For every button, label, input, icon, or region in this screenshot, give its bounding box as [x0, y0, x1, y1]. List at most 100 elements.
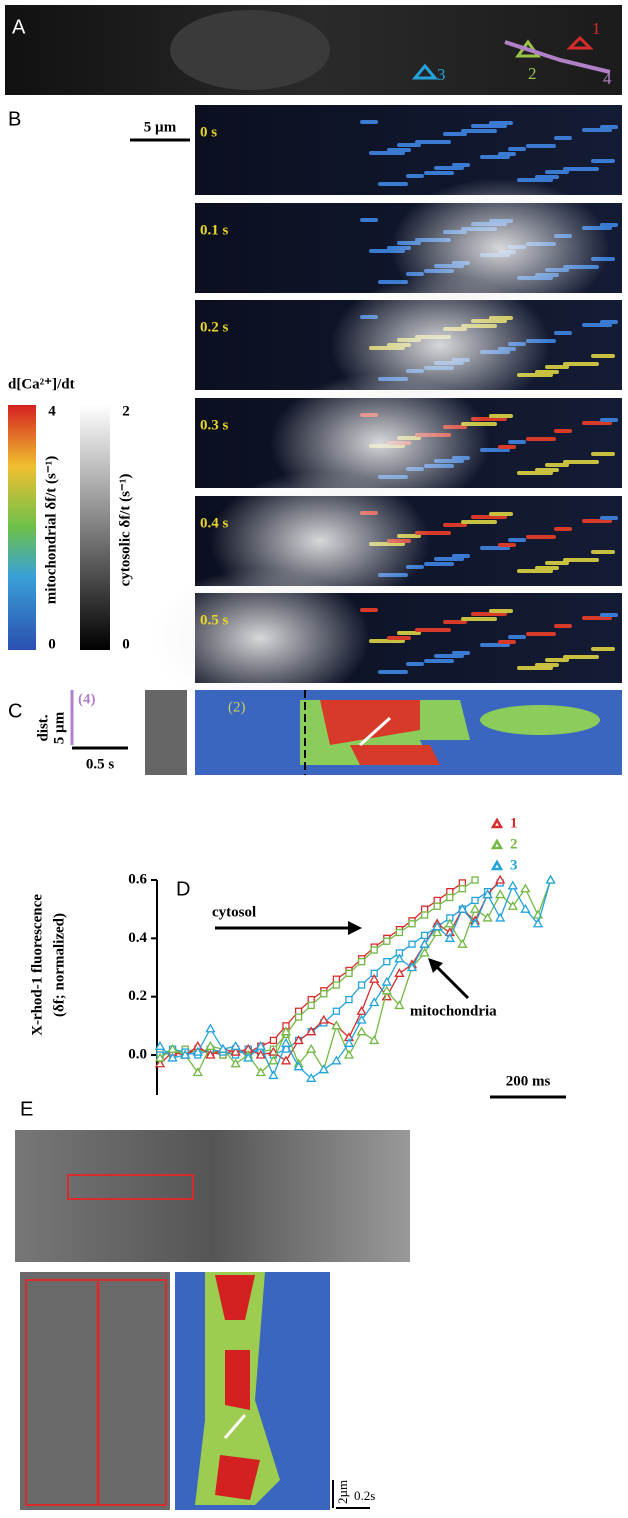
- point: [520, 903, 531, 913]
- mito: [508, 147, 526, 151]
- point: [395, 928, 404, 937]
- mito: [535, 175, 559, 179]
- point: [331, 1020, 342, 1030]
- point: [433, 902, 441, 910]
- point: [167, 1052, 178, 1062]
- point: [457, 938, 468, 948]
- marker-label: 2: [528, 64, 537, 83]
- point: [180, 1049, 191, 1059]
- point: [432, 927, 443, 937]
- point: [154, 1040, 166, 1050]
- colorbar-min: 0: [122, 636, 130, 652]
- mito: [600, 418, 618, 422]
- point: [332, 1007, 341, 1015]
- point: [394, 953, 405, 963]
- dist-label: dist.: [35, 714, 51, 741]
- point: [471, 896, 479, 905]
- point: [408, 940, 416, 948]
- colorbar-cyto: [80, 405, 110, 650]
- mito: [360, 120, 378, 124]
- kymo-tag: (2): [228, 699, 246, 715]
- point: [495, 889, 506, 899]
- mito: [461, 129, 497, 133]
- mito: [360, 218, 378, 222]
- colorbar-label: mitochondrial δf/t (s⁻¹): [43, 456, 59, 605]
- point: [469, 903, 481, 913]
- point: [394, 968, 405, 977]
- scale-label: 5 µm: [144, 119, 177, 135]
- mito: [591, 452, 615, 456]
- mito: [591, 647, 615, 651]
- mito: [443, 620, 467, 624]
- point: [306, 1026, 317, 1036]
- point: [370, 946, 378, 954]
- mito: [415, 140, 451, 144]
- point: [306, 1073, 317, 1082]
- time-scale: 200 ms: [506, 1073, 551, 1089]
- point: [495, 874, 506, 884]
- point: [369, 1035, 380, 1045]
- arrow: [358, 716, 392, 747]
- point: [432, 921, 443, 931]
- time-label: 0.1 s: [200, 222, 229, 238]
- point: [343, 1049, 355, 1059]
- mito: [489, 609, 513, 613]
- point: [420, 905, 429, 913]
- point: [469, 918, 481, 928]
- time-scale: 0.2s: [354, 1488, 375, 1503]
- images: [5, 5, 622, 1510]
- time-label: 0.5 s: [200, 612, 229, 628]
- marker-label: 4: [603, 69, 612, 88]
- blob: [320, 700, 440, 765]
- point: [458, 879, 467, 887]
- legend-label: 3: [510, 857, 518, 873]
- mito: [545, 365, 569, 369]
- point: [457, 903, 468, 913]
- point: [356, 1026, 367, 1036]
- point: [345, 969, 353, 977]
- point: [495, 912, 506, 922]
- point: [293, 1061, 304, 1071]
- zoom: [20, 1272, 170, 1510]
- point: [268, 1055, 279, 1065]
- point: [167, 1043, 178, 1053]
- mito: [508, 440, 526, 444]
- point: [230, 1040, 241, 1050]
- y-tick-label: 0.4: [128, 930, 147, 946]
- mito: [406, 174, 424, 178]
- mito: [591, 354, 615, 358]
- point: [520, 883, 531, 893]
- point: [458, 885, 467, 893]
- mito: [563, 558, 599, 562]
- point: [420, 931, 429, 940]
- point: [255, 1040, 266, 1050]
- mito: [489, 414, 513, 418]
- colorbar-max: 4: [48, 403, 56, 419]
- annotation: mitochondria: [410, 1003, 497, 1019]
- point: [205, 1040, 216, 1050]
- mito: [600, 613, 618, 617]
- mito: [535, 663, 559, 667]
- point: [446, 888, 454, 896]
- mito: [498, 445, 516, 449]
- mito: [563, 460, 599, 464]
- point: [307, 1001, 315, 1010]
- point: [444, 933, 455, 942]
- mito: [397, 143, 421, 147]
- colorbar-max: 2: [122, 403, 130, 419]
- mito: [452, 554, 470, 558]
- y-tick-label: 0.0: [128, 1046, 147, 1062]
- mito: [545, 561, 569, 565]
- mito: [591, 159, 615, 163]
- point: [408, 920, 416, 928]
- colorbar-min: 0: [48, 636, 56, 652]
- mito: [489, 121, 513, 125]
- mito: [526, 437, 556, 441]
- marker: [411, 63, 439, 80]
- mito: [545, 170, 569, 174]
- point: [507, 900, 518, 910]
- marker: [566, 35, 594, 50]
- mito: [378, 182, 408, 186]
- point: [280, 1055, 292, 1065]
- point: [280, 1026, 292, 1036]
